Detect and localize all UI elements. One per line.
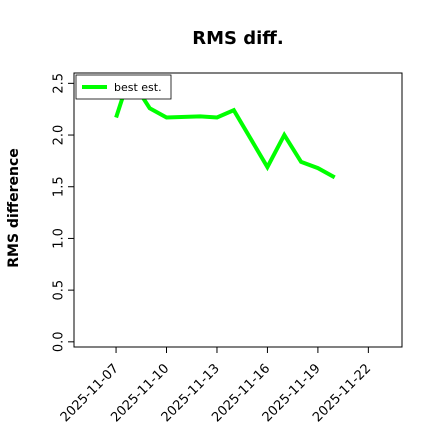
plot-area	[116, 88, 335, 177]
y-tick-label: 0.0	[52, 331, 67, 352]
chart-title: RMS diff.	[192, 28, 283, 49]
legend: best est.	[76, 75, 171, 99]
y-tick-label: 1.5	[52, 176, 67, 197]
series-layer	[116, 88, 335, 177]
x-axis: 2025-11-072025-11-102025-11-132025-11-16…	[58, 347, 374, 425]
y-tick-label: 2.0	[52, 125, 67, 146]
y-tick-label: 0.5	[52, 280, 67, 301]
series-line	[116, 89, 335, 178]
legend-label: best est.	[114, 81, 162, 94]
y-axis: 0.0 0.5 1.0 1.5 2.0 2.5	[52, 73, 75, 352]
y-tick-label: 2.5	[52, 73, 67, 94]
y-tick-label: 1.0	[52, 228, 67, 249]
y-axis-label: RMS difference	[6, 148, 22, 268]
